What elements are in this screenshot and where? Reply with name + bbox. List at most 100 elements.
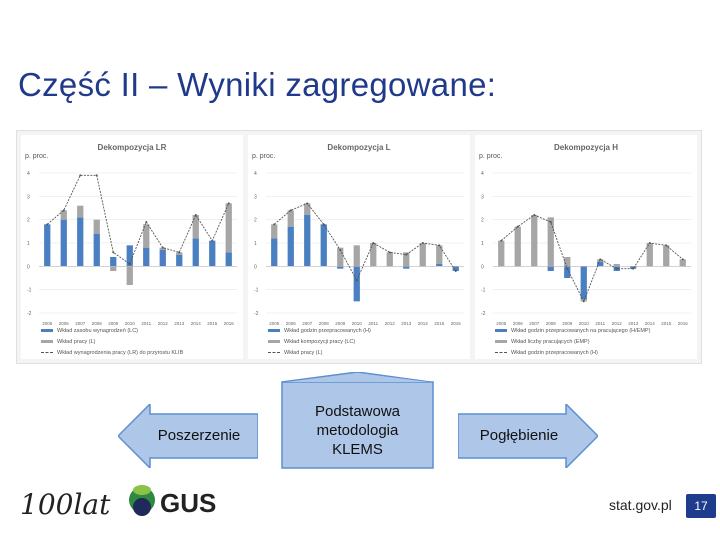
legend-entry: Wkład kompozycji pracy (LC) <box>268 336 371 347</box>
line-point <box>128 263 131 265</box>
bar-secondary <box>337 247 344 267</box>
line-point <box>533 214 536 216</box>
x-tick-label: 2011 <box>595 321 605 326</box>
x-tick-label: 2005 <box>269 321 280 326</box>
bar-secondary <box>419 243 426 267</box>
logo-gus-text: GUS <box>160 488 216 518</box>
arrow-right-shape: Pogłębienie <box>458 404 598 468</box>
bar-secondary <box>287 210 294 227</box>
bar-primary <box>60 219 67 267</box>
bar-primary <box>143 247 150 267</box>
bar-primary <box>192 238 199 267</box>
legend-label: Wkład wynagrodzenia pracy (LR) do przyro… <box>57 349 184 356</box>
bar-primary <box>580 266 587 299</box>
page-number: 17 <box>686 494 716 518</box>
legend-entry: Wkład liczby pracujących (EMP) <box>495 336 650 347</box>
y-tick-label: 3 <box>481 194 484 200</box>
x-tick-label: 2008 <box>92 321 103 326</box>
charts-image: 4 3 2 1 0 -1 -2 2005 2006 2007 2008 2009 2010 2011 201… <box>16 130 702 364</box>
y-tick-label: 0 <box>481 264 484 270</box>
legend-entry: Wkład pracy (L) <box>268 347 371 358</box>
bar-secondary <box>403 252 410 267</box>
y-tick-label: 0 <box>254 264 257 270</box>
site-url[interactable]: stat.gov.pl <box>609 497 672 513</box>
chart-svg-1: 4 3 2 1 0 -1 -2 2005 2006 2007 2008 2009 2010 2011 201… <box>254 171 464 326</box>
bar-secondary <box>77 205 84 218</box>
x-tick-label: 2011 <box>368 321 378 326</box>
x-tick-label: 2014 <box>418 321 429 326</box>
bar-primary <box>176 254 183 267</box>
x-tick-label: 2013 <box>401 321 412 326</box>
bar-primary <box>597 261 604 267</box>
legend-label: Wkład godzin przepracowanych (H) <box>284 327 371 334</box>
y-tick-label: -2 <box>27 311 32 317</box>
x-tick-label: 2013 <box>174 321 185 326</box>
x-tick-label: 2015 <box>661 321 672 326</box>
x-tick-label: 2013 <box>628 321 639 326</box>
legend-swatch <box>495 329 507 332</box>
y-tick-label: -2 <box>481 311 486 317</box>
bar-secondary <box>93 219 100 234</box>
bar-secondary <box>126 266 133 285</box>
x-tick-label: 2006 <box>286 321 297 326</box>
legend-swatch <box>268 352 280 353</box>
line-point <box>227 202 230 205</box>
bar-primary <box>630 266 637 269</box>
legend-label: Wkład godzin przepracowanych na pracując… <box>511 327 651 334</box>
y-tick-label: 2 <box>481 218 484 224</box>
x-tick-label: 2005 <box>42 321 53 326</box>
x-tick-label: 2012 <box>385 321 396 326</box>
x-tick-label: 2007 <box>302 321 313 326</box>
line-point <box>355 279 358 282</box>
line-point <box>306 202 309 205</box>
y-tick-label: 2 <box>254 218 257 224</box>
line-point <box>516 225 519 228</box>
x-tick-label: 2016 <box>224 321 235 326</box>
y-tick-label: 1 <box>254 241 257 247</box>
chart-title-lr: Dekompozycja LR <box>97 143 167 152</box>
line-point <box>454 270 457 272</box>
line-point <box>161 246 164 249</box>
bar-primary <box>287 226 294 267</box>
y-tick-label: -1 <box>27 288 32 294</box>
y-tick-label: 4 <box>27 171 30 177</box>
legend-swatch <box>41 340 53 343</box>
x-tick-label: 2006 <box>513 321 524 326</box>
line-point <box>178 251 181 254</box>
y-tick-label: 1 <box>481 241 484 247</box>
line-point <box>46 223 49 226</box>
line-point <box>632 267 635 270</box>
x-tick-label: 2008 <box>546 321 557 326</box>
bar-primary <box>44 224 51 267</box>
y-tick-label: 4 <box>481 171 484 177</box>
arrow-right-label: Pogłębienie <box>479 427 559 444</box>
bar-primary <box>564 266 571 278</box>
line-point <box>500 239 503 242</box>
legend-swatch <box>268 329 280 332</box>
x-tick-label: 2005 <box>496 321 507 326</box>
bar-secondary <box>386 252 393 267</box>
chart-panel-lr: 4 3 2 1 0 -1 -2 2005 2006 2007 2008 2009 2010 2011 201… <box>21 135 243 359</box>
legend-label: Wkład pracy (L) <box>57 338 96 345</box>
chart-svg-0: 4 3 2 1 0 -1 -2 2005 2006 2007 2008 2009 2010 2011 201… <box>27 171 237 326</box>
chart-legend: Wkład godzin przepracowanych na pracując… <box>495 325 650 358</box>
x-tick-label: 2014 <box>645 321 656 326</box>
line-point <box>665 244 668 247</box>
x-tick-label: 2010 <box>579 321 590 326</box>
line-point <box>79 174 82 177</box>
bar-secondary <box>580 299 587 302</box>
line-point <box>615 267 618 270</box>
line-point <box>62 209 65 212</box>
chart-legend: Wkład godzin przepracowanych (H) Wkład ko… <box>268 325 371 358</box>
bar-primary <box>547 266 554 271</box>
chart-legend: Wkład zasobu wynagrodzeń (LC) Wkład pracy… <box>41 325 183 358</box>
logo-100lat-text: 100lat <box>20 488 111 521</box>
bar-secondary <box>60 210 67 220</box>
line-point <box>681 258 684 261</box>
bar-secondary <box>110 266 117 271</box>
bar-secondary <box>663 245 670 267</box>
series-line <box>46 174 230 265</box>
y-tick-label: 1 <box>27 241 30 247</box>
bar-primary <box>225 252 232 267</box>
arrow-left-shape: Poszerzenie <box>118 404 258 468</box>
